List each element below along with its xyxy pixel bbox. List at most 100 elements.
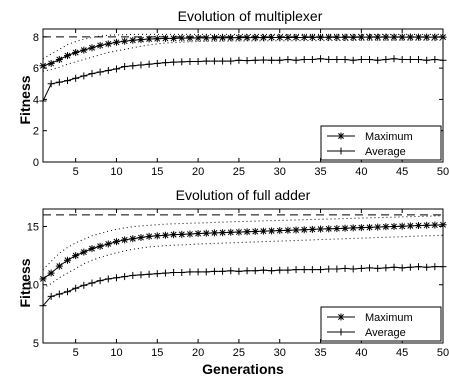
average-point — [276, 266, 284, 274]
average-point — [374, 56, 382, 64]
average-point — [219, 267, 227, 275]
x-tick-label: 45 — [396, 347, 408, 359]
maximum-point — [121, 37, 129, 45]
maximum-point — [268, 33, 276, 41]
average-point — [431, 56, 439, 64]
maximum-point — [349, 224, 357, 232]
average-point — [308, 56, 316, 64]
maximum-point — [259, 34, 267, 42]
average-point — [186, 58, 194, 66]
average-point — [431, 263, 439, 271]
maximum-point — [292, 33, 300, 41]
average-point — [292, 56, 300, 64]
average-point — [406, 56, 414, 64]
average-point — [243, 57, 251, 65]
maximum-point — [439, 33, 447, 41]
average-point — [80, 281, 88, 289]
average-point — [235, 267, 243, 275]
average-point — [39, 302, 47, 310]
confidence-bands — [42, 215, 444, 289]
maximum-point — [333, 33, 341, 41]
average-point — [251, 267, 259, 275]
average-line — [42, 58, 444, 102]
maximum-point — [259, 227, 267, 235]
average-point — [153, 270, 161, 278]
maximum-point — [72, 48, 80, 56]
average-point — [88, 279, 96, 287]
x-tick-label: 50 — [437, 347, 449, 359]
maximum-point — [186, 230, 194, 238]
average-point — [406, 263, 414, 271]
maximum-point — [39, 62, 47, 70]
average-point — [210, 57, 218, 65]
average-point — [129, 62, 137, 70]
maximum-point — [317, 225, 325, 233]
x-tick-label: 20 — [192, 347, 204, 359]
average-point — [325, 56, 333, 64]
legend: Maximum Average — [320, 306, 442, 342]
average-point — [398, 56, 406, 64]
average-point — [374, 264, 382, 272]
y-tick-label: 10 — [27, 280, 39, 292]
maximum-point — [300, 33, 308, 41]
average-point — [145, 270, 153, 278]
average-point — [276, 56, 284, 64]
average-point — [284, 56, 292, 64]
maximum-point — [55, 262, 63, 270]
average-point — [153, 59, 161, 67]
average-point — [423, 263, 431, 271]
confidence-bands — [42, 33, 443, 72]
maximum-point — [80, 46, 88, 54]
chart-full-adder: Evolution of full adder Fitness 5 10 15 20 2… — [17, 187, 449, 359]
average-point — [96, 68, 104, 76]
maximum-point — [210, 229, 218, 237]
average-point — [55, 290, 63, 298]
average-point — [333, 265, 341, 273]
x-tick-label: 50 — [437, 166, 449, 178]
maximum-point — [357, 33, 365, 41]
average-point — [366, 56, 374, 64]
maximum-point — [349, 33, 357, 41]
maximum-point — [235, 34, 243, 42]
average-point — [112, 65, 120, 73]
average-point — [47, 292, 55, 300]
maximum-point — [357, 224, 365, 232]
average-point — [325, 265, 333, 273]
maximum-point — [415, 222, 423, 230]
maximum-point — [153, 232, 161, 240]
average-point — [210, 267, 218, 275]
y-axis-label: Fitness — [17, 258, 33, 307]
average-point — [80, 72, 88, 80]
maximum-point — [382, 33, 390, 41]
axis-ticks: 5 10 15 20 25 30 35 40 45 50 5 10 15 — [27, 209, 449, 359]
maximum-point — [55, 56, 63, 64]
average-point — [390, 263, 398, 271]
average-point — [382, 264, 390, 272]
average-line — [42, 266, 443, 307]
average-point — [357, 56, 365, 64]
maximum-point — [431, 221, 439, 229]
lower-band-line — [42, 39, 443, 72]
y-tick-label: 4 — [33, 94, 39, 106]
maximum-point — [366, 223, 374, 231]
maximum-point — [325, 225, 333, 233]
maximum-point — [423, 33, 431, 41]
maximum-point — [88, 245, 96, 253]
maximum-point — [72, 252, 80, 260]
average-point — [39, 97, 47, 105]
maximum-point — [137, 234, 145, 242]
x-tick-label: 10 — [110, 166, 122, 178]
maximum-point — [194, 34, 202, 42]
average-point — [390, 55, 398, 63]
maximum-point — [129, 36, 137, 44]
legend-label-average: Average — [365, 146, 406, 158]
legend-marker-average — [337, 328, 345, 336]
x-tick-label: 40 — [355, 166, 367, 178]
average-point — [112, 274, 120, 282]
maximum-point — [161, 34, 169, 42]
maximum-point — [47, 269, 55, 277]
maximum-point — [178, 230, 186, 238]
legend-marker-average — [337, 147, 345, 155]
average-point — [72, 74, 80, 82]
average-point — [202, 268, 210, 276]
